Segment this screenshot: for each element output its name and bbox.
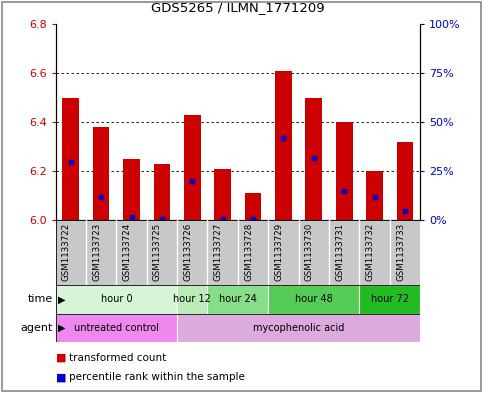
Text: GSM1133727: GSM1133727	[213, 223, 223, 281]
Bar	[336, 122, 353, 220]
Bar	[245, 193, 261, 220]
Text: hour 0: hour 0	[100, 294, 132, 305]
Text: transformed count: transformed count	[69, 353, 166, 363]
Bar	[268, 285, 359, 314]
Bar	[305, 97, 322, 220]
Text: GSM1133732: GSM1133732	[366, 223, 375, 281]
Text: ▶: ▶	[58, 294, 66, 305]
Text: mycophenolic acid: mycophenolic acid	[253, 323, 344, 333]
Bar	[56, 314, 177, 342]
Text: hour 72: hour 72	[371, 294, 409, 305]
Text: hour 24: hour 24	[219, 294, 257, 305]
Bar	[177, 285, 208, 314]
Text: GSM1133733: GSM1133733	[396, 223, 405, 281]
Text: GSM1133723: GSM1133723	[92, 223, 101, 281]
Text: hour 12: hour 12	[173, 294, 211, 305]
Bar	[366, 171, 383, 220]
Bar	[275, 71, 292, 220]
Bar	[184, 115, 200, 220]
Text: percentile rank within the sample: percentile rank within the sample	[69, 372, 245, 382]
Bar	[177, 314, 420, 342]
Text: agent: agent	[21, 323, 53, 333]
Bar	[62, 97, 79, 220]
Bar	[93, 127, 110, 220]
Text: GSM1133726: GSM1133726	[183, 223, 192, 281]
Bar	[397, 142, 413, 220]
Bar	[123, 159, 140, 220]
Text: GSM1133731: GSM1133731	[335, 223, 344, 281]
Bar	[208, 285, 268, 314]
Text: GSM1133728: GSM1133728	[244, 223, 253, 281]
Text: GDS5265 / ILMN_1771209: GDS5265 / ILMN_1771209	[151, 1, 325, 14]
Text: untreated control: untreated control	[74, 323, 159, 333]
Text: GSM1133724: GSM1133724	[123, 223, 131, 281]
Text: time: time	[28, 294, 53, 305]
Text: GSM1133729: GSM1133729	[274, 223, 284, 281]
Bar	[56, 285, 177, 314]
Text: GSM1133722: GSM1133722	[62, 223, 71, 281]
Bar	[359, 285, 420, 314]
Text: GSM1133725: GSM1133725	[153, 223, 162, 281]
Text: GSM1133730: GSM1133730	[305, 223, 314, 281]
Text: hour 48: hour 48	[295, 294, 333, 305]
Text: ■: ■	[56, 372, 66, 382]
Text: ▶: ▶	[58, 323, 66, 333]
Bar	[214, 169, 231, 220]
Bar	[154, 164, 170, 220]
Text: ■: ■	[56, 353, 66, 363]
